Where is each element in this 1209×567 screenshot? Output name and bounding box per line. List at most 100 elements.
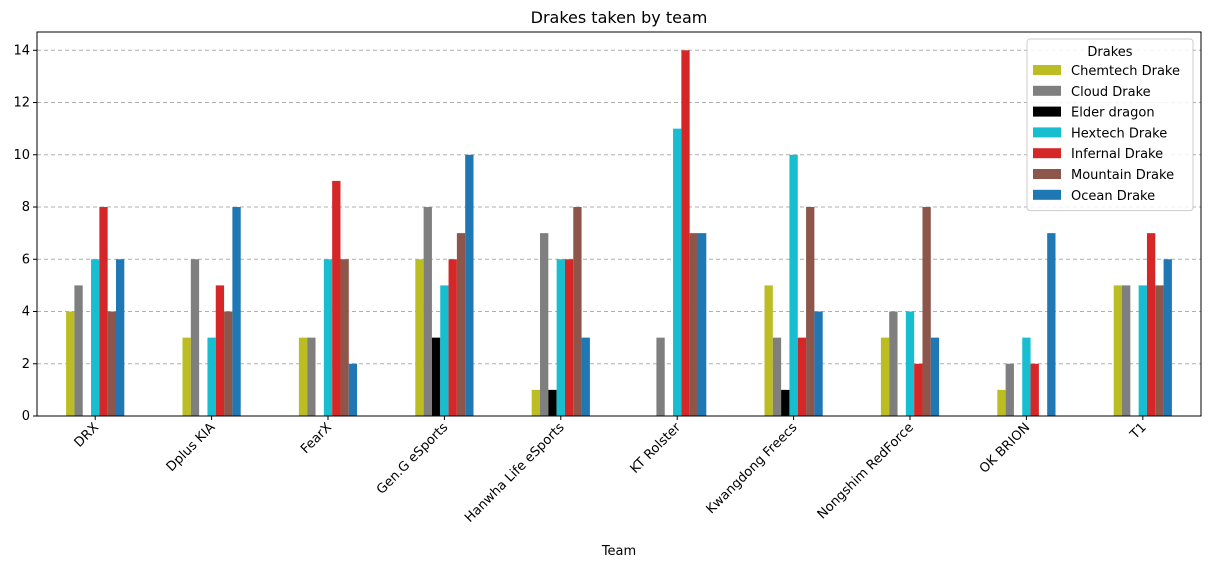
bar bbox=[531, 389, 541, 416]
bar bbox=[922, 207, 931, 416]
bar bbox=[298, 337, 308, 416]
bar bbox=[789, 154, 798, 416]
y-tick-label: 12 bbox=[13, 96, 30, 111]
bar bbox=[448, 259, 457, 416]
bar bbox=[930, 337, 940, 416]
y-tick-label: 2 bbox=[22, 357, 30, 372]
bar bbox=[656, 337, 665, 416]
legend-swatch bbox=[1033, 106, 1061, 117]
bar bbox=[697, 233, 707, 416]
bar bbox=[880, 337, 890, 416]
legend-item-label: Ocean Drake bbox=[1071, 189, 1155, 204]
y-tick-label: 6 bbox=[22, 252, 30, 267]
y-axis: 0 2 4 6 8 10 12 14 bbox=[13, 43, 37, 424]
bar bbox=[764, 285, 773, 416]
x-tick-label: FearX bbox=[298, 420, 335, 457]
x-tick-label: DRX bbox=[72, 420, 102, 450]
grid-lines bbox=[37, 49, 1201, 365]
legend-item-label: Mountain Drake bbox=[1071, 168, 1174, 183]
x-tick-label: Hanwha Life eSports bbox=[462, 420, 568, 526]
bar bbox=[1047, 233, 1056, 416]
bar bbox=[1138, 285, 1147, 416]
legend-swatch bbox=[1033, 189, 1061, 200]
bar bbox=[66, 311, 75, 416]
bar bbox=[456, 233, 466, 416]
bar bbox=[323, 259, 333, 416]
bar bbox=[215, 285, 225, 416]
bar bbox=[307, 337, 316, 416]
bar bbox=[1113, 285, 1123, 416]
y-tick-label: 0 bbox=[22, 409, 30, 424]
x-axis-label: Team bbox=[601, 544, 636, 559]
legend-item-label: Hextech Drake bbox=[1071, 126, 1167, 141]
bars-group bbox=[66, 50, 1172, 417]
bar bbox=[540, 233, 549, 416]
bar bbox=[573, 207, 582, 416]
bar bbox=[581, 337, 590, 416]
bar bbox=[806, 207, 815, 416]
bar bbox=[440, 285, 449, 416]
y-tick-label: 10 bbox=[13, 148, 30, 163]
bar bbox=[673, 128, 682, 416]
bar bbox=[115, 259, 125, 416]
bar bbox=[232, 207, 241, 416]
legend-item-label: Chemtech Drake bbox=[1071, 64, 1180, 79]
x-tick-label: Nongshim RedForce bbox=[815, 420, 917, 522]
bar bbox=[781, 389, 790, 416]
bar bbox=[564, 259, 574, 416]
x-tick-label: Gen.G eSports bbox=[374, 420, 451, 497]
bar bbox=[556, 259, 565, 416]
bar bbox=[423, 207, 432, 416]
bar bbox=[1122, 285, 1131, 416]
bar bbox=[1155, 285, 1164, 416]
bar bbox=[74, 285, 83, 416]
bar bbox=[1022, 337, 1031, 416]
legend-item-label: Cloud Drake bbox=[1071, 85, 1151, 100]
legend-swatch bbox=[1033, 65, 1061, 75]
legend-swatch bbox=[1033, 85, 1061, 96]
legend-item-label: Elder dragon bbox=[1071, 106, 1155, 121]
legend-box bbox=[1026, 38, 1194, 212]
legend-swatch bbox=[1033, 127, 1061, 138]
bar bbox=[772, 337, 782, 416]
bar bbox=[207, 337, 216, 416]
bar bbox=[797, 337, 807, 416]
x-tick-label: OK BRION bbox=[977, 420, 1033, 476]
legend-swatch bbox=[1033, 148, 1061, 159]
x-tick-label: Kwangdong Freecs bbox=[704, 420, 801, 517]
y-tick-label: 4 bbox=[22, 305, 30, 320]
bar bbox=[889, 311, 898, 416]
chart-title: Drakes taken by team bbox=[531, 8, 708, 27]
bar bbox=[997, 389, 1006, 416]
bar bbox=[182, 337, 191, 416]
bar bbox=[914, 363, 923, 416]
bar bbox=[224, 311, 233, 416]
bar bbox=[348, 363, 358, 416]
bar bbox=[91, 259, 100, 416]
bar bbox=[1163, 259, 1172, 416]
y-tick-label: 8 bbox=[22, 200, 30, 215]
plot-frame bbox=[36, 31, 1202, 417]
legend-swatch bbox=[1033, 169, 1061, 179]
legend-title: Drakes bbox=[1087, 45, 1132, 60]
bar bbox=[465, 154, 474, 416]
bar bbox=[431, 337, 441, 416]
bar bbox=[415, 259, 424, 416]
x-tick-label: Dplus KIA bbox=[164, 420, 219, 475]
bar bbox=[905, 311, 915, 416]
legend: Drakes Chemtech Drake Cloud Drake Elder dra… bbox=[1026, 38, 1194, 212]
x-axis: DRX Dplus KIA FearX Gen.G eSports Hanwha Lif… bbox=[72, 416, 1150, 526]
bar bbox=[99, 207, 108, 416]
x-tick-label: T1 bbox=[1127, 420, 1150, 443]
legend-item-label: Infernal Drake bbox=[1071, 147, 1163, 162]
bar bbox=[190, 259, 200, 416]
y-tick-label: 14 bbox=[13, 43, 30, 58]
bar bbox=[1030, 363, 1039, 416]
bar bbox=[681, 50, 690, 417]
bar bbox=[332, 180, 341, 416]
bar bbox=[689, 233, 698, 416]
bar bbox=[340, 259, 349, 416]
bar bbox=[814, 311, 823, 416]
bar bbox=[548, 389, 557, 416]
